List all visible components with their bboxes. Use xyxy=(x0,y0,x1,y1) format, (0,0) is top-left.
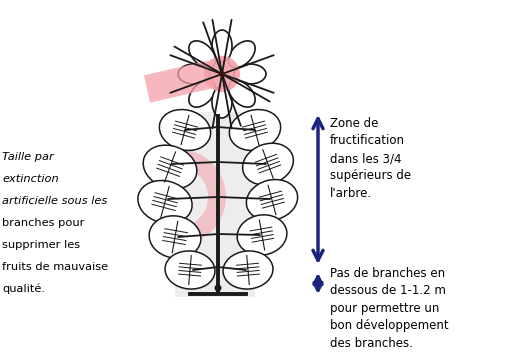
Ellipse shape xyxy=(243,143,293,185)
Text: qualité.: qualité. xyxy=(2,284,45,295)
Ellipse shape xyxy=(165,251,215,289)
Text: Zone de
fructification
dans les 3/4
supérieurs de
l'arbre.: Zone de fructification dans les 3/4 supé… xyxy=(330,117,411,200)
Ellipse shape xyxy=(212,30,232,62)
Polygon shape xyxy=(204,65,230,83)
Ellipse shape xyxy=(138,181,192,224)
Circle shape xyxy=(214,284,222,291)
Ellipse shape xyxy=(189,41,215,68)
Ellipse shape xyxy=(212,86,232,118)
Ellipse shape xyxy=(229,109,281,150)
Text: branches pour: branches pour xyxy=(2,218,84,228)
Text: Pas de branches en
dessous de 1-1.2 m
pour permettre un
bon développement
des br: Pas de branches en dessous de 1-1.2 m po… xyxy=(330,267,449,350)
FancyBboxPatch shape xyxy=(175,112,255,297)
Ellipse shape xyxy=(234,64,266,84)
Polygon shape xyxy=(170,149,226,245)
Circle shape xyxy=(204,56,240,92)
Text: extinction: extinction xyxy=(2,174,59,184)
Polygon shape xyxy=(160,236,180,256)
Text: fruits de mauvaise: fruits de mauvaise xyxy=(2,262,108,272)
Ellipse shape xyxy=(228,41,255,68)
Text: artificielle sous les: artificielle sous les xyxy=(2,196,107,206)
Ellipse shape xyxy=(159,109,211,150)
Polygon shape xyxy=(144,60,215,103)
Ellipse shape xyxy=(178,64,210,84)
Ellipse shape xyxy=(149,216,201,258)
Text: Taille par: Taille par xyxy=(2,152,53,162)
Ellipse shape xyxy=(246,180,298,220)
Circle shape xyxy=(219,71,225,77)
Ellipse shape xyxy=(189,81,215,107)
Text: supprimer les: supprimer les xyxy=(2,240,80,250)
Ellipse shape xyxy=(237,215,287,255)
Ellipse shape xyxy=(228,81,255,107)
Ellipse shape xyxy=(143,145,197,189)
Ellipse shape xyxy=(223,251,273,289)
